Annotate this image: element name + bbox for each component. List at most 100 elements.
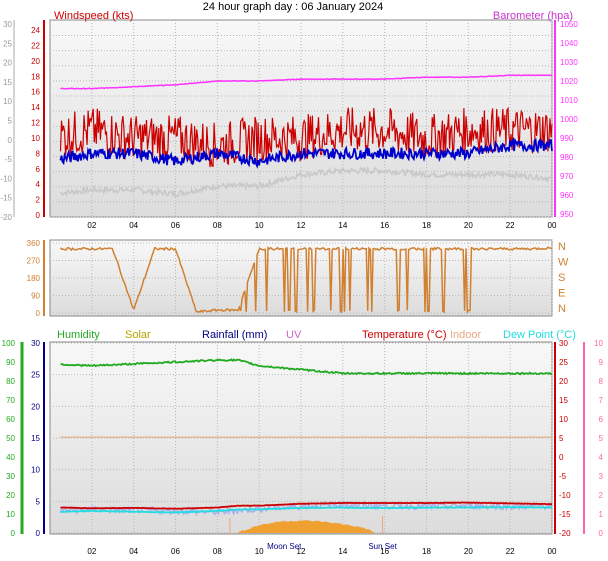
- legend-entry: Rainfall (mm): [202, 329, 267, 341]
- y-tick-baro: 990: [560, 134, 574, 143]
- legend-entry: Humidity: [57, 329, 100, 341]
- y-tick-baro: 960: [560, 191, 574, 200]
- y-tick-humidity: 30: [6, 472, 15, 481]
- x-tick-label: 16: [380, 221, 389, 230]
- y-tick-outer: 0: [8, 136, 13, 145]
- compass-label: N: [558, 241, 566, 253]
- y-tick-baro: 1030: [560, 58, 578, 67]
- y-tick-humidity: 40: [6, 453, 15, 462]
- moonset-label: Moon Set: [267, 542, 302, 551]
- windavg-series: [59, 136, 553, 170]
- x-tick-label: 18: [422, 221, 431, 230]
- y-tick-temp-inner: 7: [599, 396, 604, 405]
- compass-label: N: [558, 303, 566, 315]
- wind-panel: [49, 19, 553, 218]
- y-tick-humidity: 50: [6, 434, 15, 443]
- x-tick-label: 08: [213, 221, 222, 230]
- y-tick-wind: 0: [36, 211, 41, 220]
- x-tick-label: 22: [506, 221, 515, 230]
- y-tick-baro: 1040: [560, 39, 578, 48]
- dewpoint-series: [60, 505, 552, 514]
- y-tick-humidity: 10: [6, 510, 15, 519]
- y-tick-baro: 1020: [560, 77, 578, 86]
- y-tick-baro: 1050: [560, 20, 578, 29]
- y-tick-wind: 16: [31, 88, 40, 97]
- y-tick-dir: 180: [27, 274, 41, 283]
- y-tick-wind: 18: [31, 72, 40, 81]
- x-tick-label: 14: [338, 221, 347, 230]
- y-tick-outer: 15: [3, 78, 12, 87]
- x-tick-label: 18: [422, 547, 431, 556]
- y-tick-wind: 20: [31, 57, 40, 66]
- x-tick-label: 04: [129, 221, 138, 230]
- x-tick-label: 00: [548, 547, 557, 556]
- y-tick-outer: 20: [3, 59, 12, 68]
- y-tick-temp: -10: [559, 491, 571, 500]
- legend-entry: Indoor: [450, 329, 482, 341]
- x-tick-label: 04: [129, 547, 138, 556]
- x-tick-label: 06: [171, 547, 180, 556]
- y-tick-temp-inner: 8: [599, 377, 604, 386]
- y-tick-wind: 6: [36, 165, 41, 174]
- y-tick-outer: 30: [3, 20, 12, 29]
- x-tick-label: 08: [213, 547, 222, 556]
- x-tick-label: 16: [380, 547, 389, 556]
- y-tick-temp-inner: 0: [599, 529, 604, 538]
- y-tick-outer: 10: [3, 97, 12, 106]
- y-tick-temp-inner: 2: [599, 491, 604, 500]
- winddir-series: [59, 245, 553, 314]
- y-tick-dir: 90: [31, 292, 40, 301]
- y-tick-temp: -15: [559, 510, 571, 519]
- y-tick-baro: 970: [560, 172, 574, 181]
- y-tick-humidity: 20: [6, 491, 15, 500]
- x-tick-label: 10: [255, 547, 264, 556]
- y-tick-wind: 8: [36, 149, 41, 158]
- y-tick-wind: 12: [31, 119, 40, 128]
- y-tick-outer: 5: [8, 117, 13, 126]
- y-tick-temp: -20: [559, 529, 571, 538]
- compass-label: S: [558, 272, 565, 284]
- y-tick-baro: 980: [560, 153, 574, 162]
- legend-entry: Temperature (°C): [362, 329, 446, 341]
- y-tick-dir: 0: [36, 309, 41, 318]
- x-tick-label: 02: [87, 547, 96, 556]
- x-tick-label: 14: [338, 547, 347, 556]
- compass-label: E: [558, 288, 565, 300]
- compass-label: W: [558, 257, 569, 269]
- y-tick-outer: 25: [3, 39, 12, 48]
- y-tick-temp: 5: [559, 434, 564, 443]
- y-tick-wind: 14: [31, 103, 40, 112]
- temperature-series: [60, 501, 552, 510]
- x-tick-label: 22: [506, 547, 515, 556]
- y-tick-baro: 950: [560, 210, 574, 219]
- windspeed-label: Windspeed (kts): [54, 10, 133, 22]
- y-tick-wind: 24: [31, 26, 40, 35]
- y-tick-outer: -15: [0, 194, 12, 203]
- solar-series: [238, 520, 375, 533]
- y-tick-temp: 25: [559, 358, 568, 367]
- y-tick-temp: 10: [559, 415, 568, 424]
- y-tick-humidity: 80: [6, 377, 15, 386]
- y-tick-temp: -5: [559, 472, 567, 481]
- y-tick-temp-inner: 5: [599, 434, 604, 443]
- y-tick-dir: 360: [27, 239, 41, 248]
- y-tick-outer: -5: [5, 155, 13, 164]
- y-tick-rain: 15: [31, 434, 40, 443]
- y-tick-temp-inner: 4: [599, 453, 604, 462]
- y-tick-outer: -10: [0, 174, 12, 183]
- legend-entry: Dew Point (°C): [503, 329, 576, 341]
- y-tick-rain: 0: [36, 529, 41, 538]
- x-tick-label: 00: [548, 221, 557, 230]
- x-tick-label: 02: [87, 221, 96, 230]
- page-title: 24 hour graph day : 06 January 2024: [203, 1, 383, 13]
- y-tick-rain: 25: [31, 371, 40, 380]
- x-tick-label: 20: [464, 221, 473, 230]
- y-tick-temp: 20: [559, 377, 568, 386]
- x-tick-label: 20: [464, 547, 473, 556]
- y-tick-outer: -20: [0, 213, 12, 222]
- y-tick-dir: 270: [27, 257, 41, 266]
- y-tick-temp-inner: 3: [599, 472, 604, 481]
- y-tick-humidity: 60: [6, 415, 15, 424]
- barometer-series: [60, 74, 553, 90]
